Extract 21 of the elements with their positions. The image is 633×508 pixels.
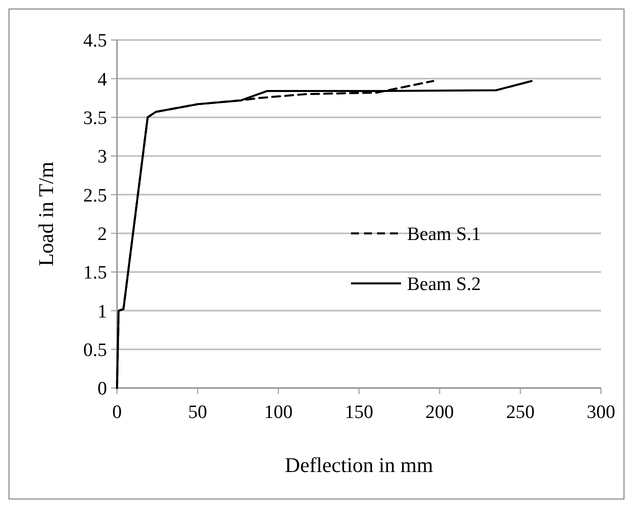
x-tick-label: 50 <box>188 402 208 423</box>
y-tick-label: 0.5 <box>83 340 107 361</box>
y-tick-label: 0 <box>98 378 107 400</box>
x-tick-label: 100 <box>264 402 293 423</box>
legend-label: Beam S.2 <box>407 274 481 295</box>
y-axis-title: Load in T/m <box>34 162 58 266</box>
x-tick-label: 150 <box>344 402 374 423</box>
x-tick-label: 300 <box>586 402 616 423</box>
y-tick-label: 4.5 <box>83 30 107 52</box>
x-axis-title: Deflection in mm <box>284 453 434 477</box>
y-tick-label: 2.5 <box>83 185 107 206</box>
y-tick-label: 4 <box>98 69 108 90</box>
x-tick-label: 200 <box>425 402 454 423</box>
y-tick-label: 3.5 <box>83 108 107 129</box>
y-tick-label: 2 <box>98 224 107 245</box>
legend-label: Beam S.1 <box>407 224 481 245</box>
x-tick-label: 250 <box>506 402 535 423</box>
x-tick-label: 0 <box>112 402 122 423</box>
y-tick-label: 1 <box>98 301 107 322</box>
y-tick-label: 1.5 <box>83 262 107 284</box>
y-tick-label: 3 <box>98 146 107 168</box>
